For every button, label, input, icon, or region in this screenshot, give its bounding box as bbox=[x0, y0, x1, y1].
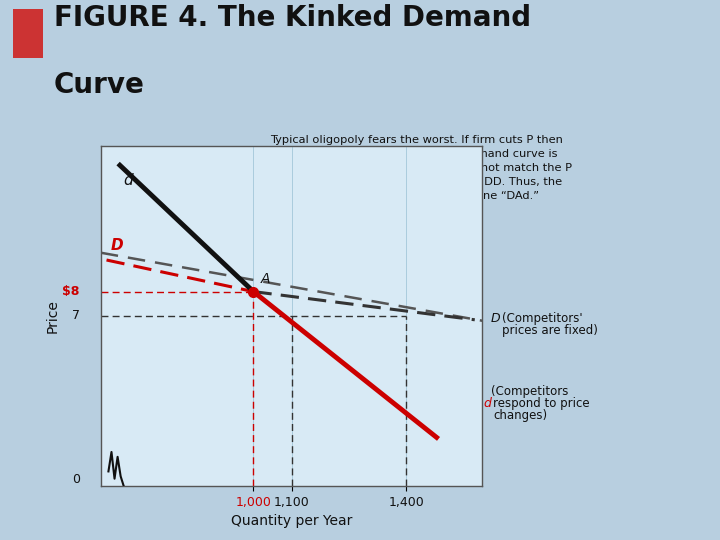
Text: d: d bbox=[124, 173, 133, 187]
X-axis label: Quantity per Year: Quantity per Year bbox=[231, 514, 352, 528]
Text: Curve: Curve bbox=[54, 71, 145, 99]
Text: (Competitors: (Competitors bbox=[491, 385, 568, 398]
Text: FIGURE 4. The Kinked Demand: FIGURE 4. The Kinked Demand bbox=[54, 4, 531, 32]
Text: d: d bbox=[484, 397, 492, 410]
Bar bbox=[13, 9, 43, 58]
Text: D: D bbox=[491, 312, 500, 325]
Text: $8: $8 bbox=[63, 285, 80, 298]
Text: 0: 0 bbox=[72, 473, 80, 486]
Y-axis label: Price: Price bbox=[45, 299, 59, 333]
Text: 7: 7 bbox=[72, 309, 80, 322]
Text: (Competitors': (Competitors' bbox=[502, 312, 582, 325]
Text: changes): changes) bbox=[493, 409, 547, 422]
Text: prices are fixed): prices are fixed) bbox=[502, 324, 598, 337]
Text: Typical oligopoly fears the worst. If firm cuts P then
rivals will match P cut →: Typical oligopoly fears the worst. If fi… bbox=[270, 135, 572, 201]
Text: respond to price: respond to price bbox=[493, 397, 590, 410]
Text: A: A bbox=[261, 272, 270, 286]
Text: D: D bbox=[110, 238, 123, 253]
